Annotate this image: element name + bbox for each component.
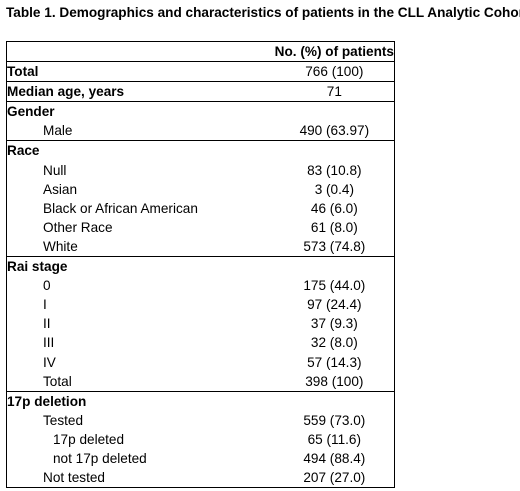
row-label: Total xyxy=(5,61,275,83)
row-value: 83 (10.8) xyxy=(274,160,395,180)
row-value: 61 (8.0) xyxy=(274,217,395,237)
row-value: 494 (88.4) xyxy=(274,448,395,469)
section-title: 17p deletion xyxy=(5,391,275,411)
total-row: Total 766 (100) xyxy=(5,61,395,83)
row-value: 37 (9.3) xyxy=(274,314,395,334)
row-label: not 17p deleted xyxy=(5,448,275,469)
row-value: 766 (100) xyxy=(274,61,395,83)
row-label: Median age, years xyxy=(5,81,275,103)
section-title: Race xyxy=(5,140,275,161)
table-row: Total 398 (100) xyxy=(5,371,395,392)
row-label: II xyxy=(5,314,275,334)
row-value: 65 (11.6) xyxy=(274,429,395,449)
median-age-row: Median age, years 71 xyxy=(5,81,395,103)
table-row: Null 83 (10.8) xyxy=(5,160,395,180)
table-row: IV 57 (14.3) xyxy=(5,352,395,372)
row-label: Null xyxy=(5,160,275,180)
table-row: White 573 (74.8) xyxy=(5,236,395,258)
table-row: Tested 559 (73.0) xyxy=(5,410,395,430)
row-label: White xyxy=(5,236,275,258)
row-label: Other Race xyxy=(5,217,275,237)
row-value: 3 (0.4) xyxy=(274,179,395,199)
table-row: Black or African American 46 (6.0) xyxy=(5,198,395,218)
header-value: No. (%) of patients xyxy=(274,40,395,63)
table-row: III 32 (8.0) xyxy=(5,333,395,353)
row-value: 490 (63.97) xyxy=(274,121,395,142)
table-row: Male 490 (63.97) xyxy=(5,121,395,142)
17p-deletion-section-header: 17p deletion xyxy=(5,391,395,411)
table-row: Other Race 61 (8.0) xyxy=(5,217,395,237)
section-title: Rai stage xyxy=(5,256,275,277)
row-label: IV xyxy=(5,352,275,372)
header-label xyxy=(5,40,275,63)
row-label: I xyxy=(5,295,275,315)
row-label: 17p deleted xyxy=(5,429,275,449)
table-row: 0 175 (44.0) xyxy=(5,276,395,296)
table-caption: Table 1. Demographics and characteristic… xyxy=(6,5,520,20)
row-value: 71 xyxy=(274,81,395,103)
row-label: 0 xyxy=(5,276,275,296)
table-row: not 17p deleted 494 (88.4) xyxy=(5,448,395,469)
row-label: III xyxy=(5,333,275,353)
row-value: 46 (6.0) xyxy=(274,198,395,218)
row-label: Not tested xyxy=(5,468,275,489)
row-value: 398 (100) xyxy=(274,371,395,392)
row-value: 573 (74.8) xyxy=(274,236,395,258)
row-label: Black or African American xyxy=(5,198,275,218)
row-label: Tested xyxy=(5,410,275,430)
rai-stage-section-header: Rai stage xyxy=(5,256,395,277)
gender-section-header: Gender xyxy=(5,101,395,122)
row-label: Total xyxy=(5,371,275,392)
section-title: Gender xyxy=(5,101,275,122)
row-value: 175 (44.0) xyxy=(274,276,395,296)
row-value: 32 (8.0) xyxy=(274,333,395,353)
row-value: 97 (24.4) xyxy=(274,295,395,315)
row-value: 559 (73.0) xyxy=(274,410,395,430)
row-label: Male xyxy=(5,121,275,142)
race-section-header: Race xyxy=(5,140,395,161)
table-row: 17p deleted 65 (11.6) xyxy=(5,429,395,449)
row-value: 207 (27.0) xyxy=(274,468,395,489)
row-label: Asian xyxy=(5,179,275,199)
table-header-row: No. (%) of patients xyxy=(5,40,395,63)
table-row: Asian 3 (0.4) xyxy=(5,179,395,199)
demographics-table: No. (%) of patients Total 766 (100) Medi… xyxy=(5,40,395,489)
table-row: Not tested 207 (27.0) xyxy=(5,468,395,489)
table-row: II 37 (9.3) xyxy=(5,314,395,334)
table-row: I 97 (24.4) xyxy=(5,295,395,315)
row-value: 57 (14.3) xyxy=(274,352,395,372)
